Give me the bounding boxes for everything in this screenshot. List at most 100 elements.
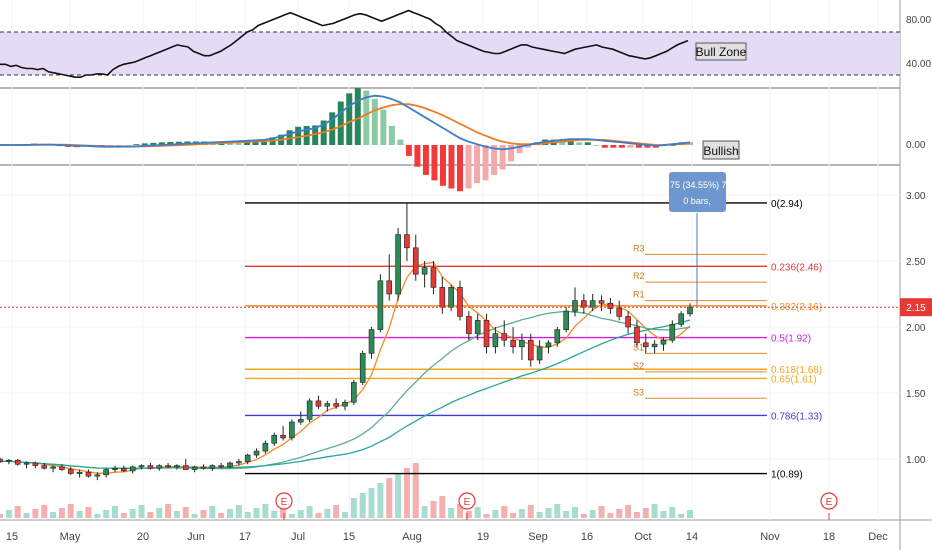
- candle-body[interactable]: [41, 465, 48, 469]
- candle-body[interactable]: [412, 247, 419, 275]
- candle-body[interactable]: [660, 339, 667, 345]
- candle-body[interactable]: [510, 339, 516, 348]
- candle-body[interactable]: [253, 450, 260, 456]
- candle-body[interactable]: [554, 329, 561, 344]
- macd-histogram-bar: [482, 145, 489, 181]
- candle-body[interactable]: [598, 300, 605, 304]
- candle-body[interactable]: [0, 458, 3, 462]
- candle-body[interactable]: [76, 471, 83, 474]
- candle-body[interactable]: [138, 465, 145, 468]
- volume-bar: [41, 505, 48, 518]
- earnings-marker[interactable]: [458, 492, 476, 510]
- candle-body[interactable]: [395, 234, 401, 295]
- candle-body[interactable]: [527, 339, 534, 361]
- candle-body[interactable]: [182, 465, 189, 470]
- macd-line[interactable]: [0, 94, 691, 151]
- candle-body[interactable]: [545, 342, 552, 348]
- candle-body[interactable]: [404, 234, 410, 249]
- candle-body[interactable]: [457, 287, 463, 317]
- candle-body[interactable]: [607, 302, 614, 309]
- candle-body[interactable]: [23, 462, 30, 465]
- candle-body[interactable]: [218, 465, 224, 468]
- measure-tooltip[interactable]: [669, 172, 726, 212]
- candle-body[interactable]: [112, 467, 118, 470]
- candle-body[interactable]: [14, 460, 21, 465]
- candle-body[interactable]: [616, 308, 623, 317]
- candle-body[interactable]: [147, 465, 154, 469]
- candle-body[interactable]: [572, 300, 578, 312]
- candle-body[interactable]: [563, 310, 569, 330]
- candle-body[interactable]: [103, 469, 109, 476]
- candle-body[interactable]: [386, 280, 393, 295]
- candle-body[interactable]: [651, 343, 658, 348]
- candle-body[interactable]: [333, 403, 339, 407]
- volume-bar: [165, 504, 172, 518]
- macd-histogram-bar: [584, 142, 591, 145]
- candle-body[interactable]: [165, 465, 171, 468]
- candle-body[interactable]: [85, 471, 92, 477]
- candle-body[interactable]: [342, 401, 348, 407]
- candle-body[interactable]: [483, 320, 490, 348]
- bull-zone-badge[interactable]: [695, 42, 747, 61]
- rsi-line[interactable]: [0, 9, 689, 78]
- candle-body[interactable]: [678, 313, 684, 325]
- candle-body[interactable]: [262, 442, 269, 452]
- candle-body[interactable]: [669, 324, 676, 341]
- candle-body[interactable]: [368, 329, 375, 354]
- last-price-badge[interactable]: [900, 298, 932, 317]
- candle-body[interactable]: [280, 434, 286, 439]
- candle-body[interactable]: [129, 466, 136, 472]
- candle-body[interactable]: [6, 460, 12, 462]
- candle-body[interactable]: [501, 333, 508, 341]
- candle-body[interactable]: [50, 466, 56, 469]
- candle-body[interactable]: [121, 467, 127, 472]
- bullish-badge[interactable]: [702, 140, 740, 160]
- candle-body[interactable]: [94, 474, 101, 477]
- candle-body[interactable]: [244, 454, 251, 462]
- candle-body[interactable]: [430, 267, 437, 288]
- candle-body[interactable]: [634, 326, 640, 344]
- fib-level-label: 0.236(2.46): [771, 262, 822, 273]
- candle-body[interactable]: [642, 342, 649, 348]
- rsi-pane[interactable]: Bull Zone: [0, 9, 900, 78]
- candle-body[interactable]: [236, 461, 242, 464]
- candle-body[interactable]: [324, 403, 331, 407]
- candle-body[interactable]: [536, 346, 543, 361]
- candle-body[interactable]: [492, 333, 499, 348]
- candle-body[interactable]: [474, 320, 481, 334]
- candle-body[interactable]: [448, 287, 454, 308]
- candle-body[interactable]: [271, 434, 278, 444]
- candle-body[interactable]: [439, 287, 446, 308]
- candle-body[interactable]: [589, 300, 596, 308]
- pivot-label: R2: [633, 271, 645, 281]
- candle-body[interactable]: [191, 466, 198, 470]
- candle-body[interactable]: [421, 267, 428, 275]
- candle-body[interactable]: [315, 400, 322, 407]
- overlays-layer[interactable]: 2.15 0.75 (34.55%) 75 0 bars, E E E: [0, 172, 932, 520]
- candle-body[interactable]: [32, 462, 39, 466]
- macd-pane[interactable]: Bullish: [0, 87, 740, 192]
- candle-body[interactable]: [67, 469, 74, 474]
- earnings-marker[interactable]: [275, 492, 293, 510]
- candle-body[interactable]: [227, 462, 233, 468]
- candle-body[interactable]: [687, 306, 693, 315]
- candles-layer[interactable]: [0, 202, 693, 481]
- macd-histogram-bar: [380, 109, 387, 145]
- candle-body[interactable]: [519, 339, 525, 348]
- candle-body[interactable]: [581, 300, 587, 308]
- candle-body[interactable]: [59, 466, 65, 470]
- candle-body[interactable]: [156, 465, 163, 469]
- candle-body[interactable]: [466, 316, 472, 334]
- candle-body[interactable]: [289, 421, 295, 439]
- candle-body[interactable]: [306, 400, 313, 420]
- candle-body[interactable]: [174, 465, 180, 468]
- candle-body[interactable]: [351, 382, 357, 403]
- candle-body[interactable]: [297, 419, 304, 423]
- candle-body[interactable]: [625, 316, 631, 328]
- earnings-marker[interactable]: [820, 492, 838, 510]
- candle-body[interactable]: [209, 465, 216, 469]
- candle-body[interactable]: [200, 466, 207, 469]
- candle-body[interactable]: [377, 280, 384, 330]
- macd-histogram-bar: [252, 140, 259, 145]
- candle-body[interactable]: [359, 353, 366, 383]
